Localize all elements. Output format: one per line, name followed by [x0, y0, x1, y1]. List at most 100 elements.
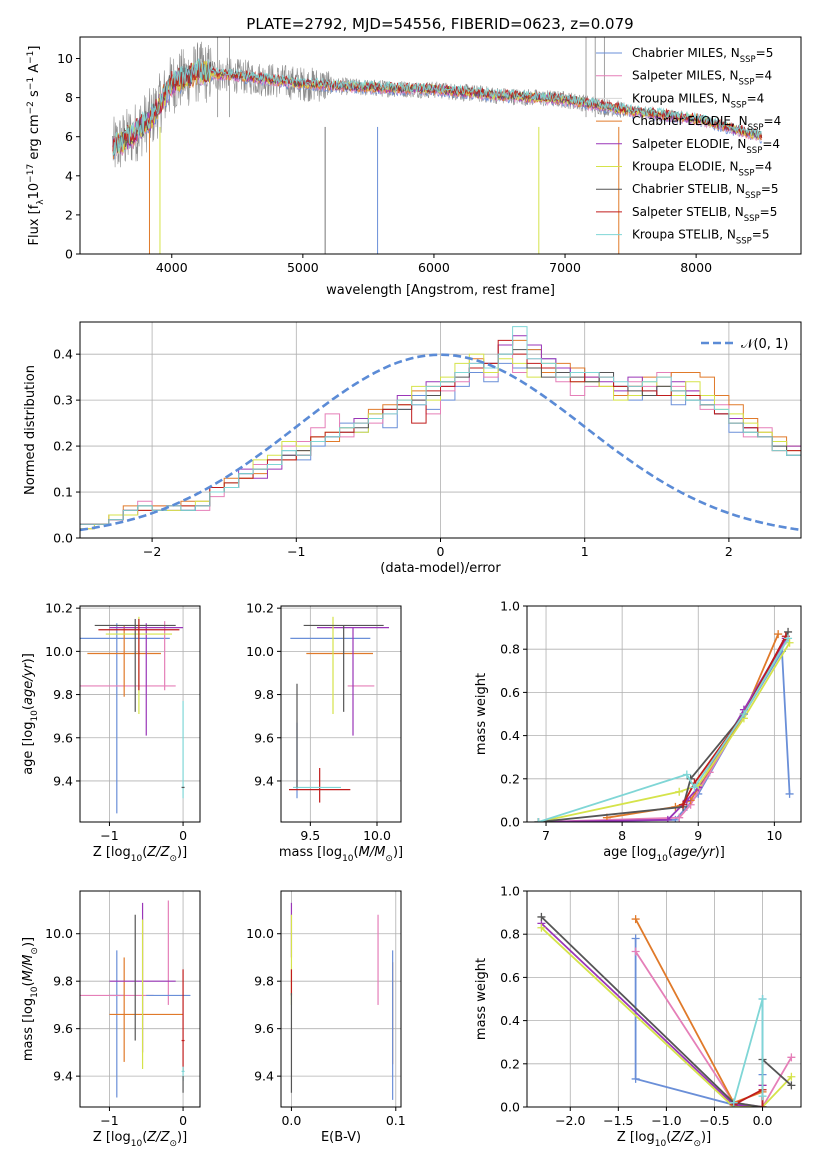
massweight-series-line — [682, 635, 787, 806]
massweight-marker — [679, 800, 688, 809]
y-tick-label: 0.8 — [500, 927, 520, 942]
errorbar-point — [80, 623, 170, 814]
label-part: age [log — [603, 845, 656, 860]
y-tick-label: 9.6 — [53, 1021, 73, 1036]
label-part: Z [log — [617, 1130, 655, 1145]
x-axis-label: mass [log10(M/M⊙)] — [279, 845, 403, 864]
y-tick-label: 0.0 — [500, 815, 520, 830]
label-part: ⊙ — [693, 1139, 701, 1149]
x-tick-label: −1 — [100, 1113, 118, 1128]
label-part: mass [log — [21, 998, 36, 1061]
label-part: ⊙ — [30, 947, 40, 955]
errorbar-point — [87, 625, 161, 697]
massweight-marker — [758, 1103, 767, 1107]
massweight-marker — [785, 638, 794, 647]
y-tick-label: 0.0 — [53, 531, 73, 546]
y-tick-label: 10.0 — [246, 926, 274, 941]
x-tick-label: 0 — [179, 1113, 187, 1128]
x-axis-label: Z [log10(Z/Z⊙)] — [617, 1130, 711, 1149]
y-tick-label: 0.0 — [500, 1100, 520, 1115]
y-tick-label: 10.2 — [246, 601, 274, 616]
y-tick-label: 9.4 — [254, 773, 274, 788]
label-part: 10 — [27, 183, 42, 200]
massweight-marker — [675, 787, 684, 796]
y-tick-label: 9.8 — [53, 687, 73, 702]
label-part: Normed distribution — [23, 365, 38, 495]
massweight-marker — [534, 818, 543, 822]
plot-area — [80, 616, 185, 814]
legend-entry: 𝒩(0, 1) — [741, 337, 788, 352]
x-axis-label: E(B-V) — [321, 1130, 361, 1145]
y-axis-label: mass weight — [474, 958, 489, 1040]
label-part: Z/Z — [146, 1130, 170, 1145]
x-tick-label: 0.0 — [753, 1113, 773, 1128]
y-tick-label: 10.0 — [45, 926, 73, 941]
figure-title: PLATE=2792, MJD=54556, FIBERID=0623, z=0… — [246, 15, 633, 33]
label-part: 10 — [30, 986, 40, 998]
x-tick-label: −1 — [100, 828, 118, 843]
y-tick-label: 9.8 — [254, 974, 274, 989]
y-axis-label: Normed distribution — [23, 365, 38, 495]
y-tick-label: 9.4 — [53, 1069, 73, 1084]
x-tick-label: 0.0 — [281, 1113, 301, 1128]
x-tick-label: −1.5 — [603, 1113, 633, 1128]
legend-tail: =5 — [756, 46, 774, 60]
errorbar-point — [109, 950, 125, 1098]
label-part: 10 — [342, 854, 354, 864]
y-tick-label: 0.3 — [53, 393, 73, 408]
errorbar-point — [181, 701, 185, 799]
legend-sub: SSP — [731, 100, 747, 110]
y-tick-label: 0.6 — [500, 970, 520, 985]
y-tick-label: 0.2 — [500, 1056, 520, 1071]
label-part: )] — [21, 937, 36, 947]
label-part: 10 — [655, 1139, 667, 1149]
label-part: ⊙ — [169, 854, 177, 864]
legend-label: Kroupa MILES, N — [632, 91, 731, 105]
massweight-marker — [758, 1092, 767, 1101]
y-tick-label: 0 — [65, 247, 73, 262]
massweight-marker — [785, 789, 794, 798]
residual-histogram-panel: −2 −1 0 1 2 0.0 0.1 0.2 0.3 0.4 𝒩(0, 1) (data-model… — [23, 321, 802, 576]
errorbar-point — [109, 623, 184, 736]
massweight-marker — [729, 1098, 738, 1107]
histogram-series — [80, 335, 801, 525]
y-tick-label: 0.8 — [500, 642, 520, 657]
y-axis-label: Flux [fλ10−17 erg cm−2 s−1 A−1] — [26, 46, 46, 246]
label-part: 10 — [656, 854, 668, 864]
label-part: ( — [21, 705, 36, 710]
y-tick-label: 0.1 — [53, 485, 73, 500]
axes-frame — [79, 36, 802, 255]
massweight-marker — [739, 710, 748, 718]
spectrum-model-line — [112, 58, 763, 157]
legend-tail: =4 — [754, 160, 772, 174]
label-part: M/M — [359, 845, 386, 860]
errorbar-point — [181, 969, 185, 1072]
errorbar-point — [317, 626, 389, 736]
x-tick-label: 0 — [179, 828, 187, 843]
massweight-marker — [784, 634, 793, 643]
label-part: )] — [177, 1130, 187, 1145]
axes-frame — [526, 890, 802, 1108]
label-part: ( — [354, 845, 359, 860]
x-tick-label: 5000 — [287, 260, 319, 275]
y-tick-label: 9.4 — [53, 773, 73, 788]
histogram-series — [80, 326, 801, 525]
y-tick-label: 9.8 — [254, 687, 274, 702]
label-part: wavelength [Angstrom, rest frame] — [326, 283, 555, 298]
label-part: ( — [21, 981, 36, 986]
label-part: M/M — [21, 955, 36, 982]
massweight-marker — [690, 783, 699, 792]
label-part: 10 — [131, 854, 143, 864]
x-tick-label: 0.1 — [386, 1113, 406, 1128]
x-tick-label: 7 — [542, 828, 550, 843]
legend-sub: SSP — [739, 169, 755, 179]
gaussian-curve — [80, 353, 801, 532]
mass-vs-ebv-panel: 0.0 0.1 9.4 9.6 9.8 10.0 E(B-V) — [246, 890, 406, 1145]
label-part: −2 — [26, 101, 36, 114]
y-tick-label: 10 — [57, 51, 73, 66]
age-vs-metallicity-panel: −1 09.49.69.810.010.2Z [log10(Z/Z⊙)]age [… — [21, 601, 201, 864]
massweight-marker — [537, 923, 546, 932]
label-part: )] — [393, 845, 403, 860]
massweight-marker — [787, 1053, 796, 1062]
massweight-marker — [663, 815, 672, 822]
